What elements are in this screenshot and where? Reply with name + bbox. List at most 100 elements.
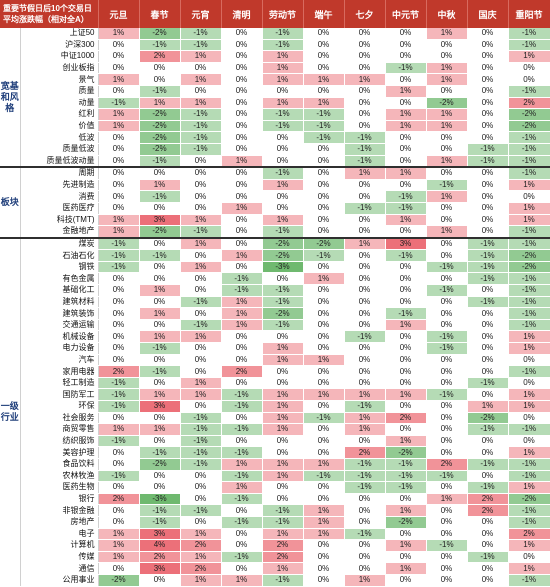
value-cell: 3% xyxy=(139,562,181,575)
value-cell: -2% xyxy=(467,412,509,425)
value-cell: 2% xyxy=(139,50,181,63)
value-cell: -2% xyxy=(139,131,181,144)
table-row: 通信 0% 3% 2% 0% 1% 0% 0% 1% 0% 0% 1% xyxy=(0,562,550,575)
value-cell: 1% xyxy=(426,120,468,133)
value-cell: 1% xyxy=(344,236,386,251)
value-cell: -1% xyxy=(426,539,468,552)
table-row: 有色金属 0% 0% 0% -1% 0% 1% 0% 0% 0% -1% -1% xyxy=(0,272,550,286)
value-cell: 0% xyxy=(426,412,468,425)
value-cell: -1% xyxy=(262,574,304,587)
value-cell: -1% xyxy=(385,62,427,75)
value-cell: 0% xyxy=(426,354,468,367)
value-cell: 0% xyxy=(221,435,263,448)
value-cell: 0% xyxy=(467,307,509,320)
value-cell: 0% xyxy=(303,365,345,378)
value-cell: 0% xyxy=(467,202,509,215)
value-cell: -1% xyxy=(98,435,140,448)
table-row: 非银金融 0% -1% -1% 0% -1% 1% 0% 1% 0% 2% -1% xyxy=(0,504,550,517)
value-cell: -1% xyxy=(221,446,263,459)
value-cell: 0% xyxy=(139,202,181,215)
value-cell: 1% xyxy=(508,388,550,401)
value-cell: -1% xyxy=(467,261,509,274)
value-cell: 1% xyxy=(98,528,140,541)
value-cell: 0% xyxy=(303,261,345,274)
value-cell: 0% xyxy=(180,470,222,483)
value-cell: 0% xyxy=(467,284,509,297)
table-row: 钢铁 -1% 0% 1% 0% -3% 0% 0% 0% -1% -1% -2% xyxy=(0,261,550,274)
value-cell: -2% xyxy=(508,261,550,274)
value-cell: -1% xyxy=(139,39,181,52)
value-cell: 0% xyxy=(385,330,427,344)
value-cell: 1% xyxy=(262,97,304,110)
value-cell: 0% xyxy=(180,354,222,367)
value-cell: 0% xyxy=(467,562,509,575)
value-cell: 0% xyxy=(98,131,140,144)
value-cell: 1% xyxy=(426,225,468,239)
value-cell: 1% xyxy=(180,377,222,390)
value-cell: 0% xyxy=(385,272,427,286)
value-cell: 1% xyxy=(385,120,427,133)
value-cell: 1% xyxy=(262,62,304,75)
value-cell: -1% xyxy=(303,120,345,133)
value-cell: 1% xyxy=(426,155,468,168)
table-row: 轻工制造 -1% 0% 1% 0% 0% 0% 0% 0% 0% -1% 0% xyxy=(0,377,550,390)
table-row: 中证1000 0% 2% 1% 0% 1% 0% 0% 0% 0% 0% 1% xyxy=(0,50,550,63)
value-cell: -1% xyxy=(180,458,222,471)
value-cell: 1% xyxy=(508,481,550,494)
value-cell: 1% xyxy=(180,330,222,344)
value-cell: 1% xyxy=(221,307,263,320)
value-cell: -1% xyxy=(385,202,427,215)
value-cell: 0% xyxy=(467,50,509,63)
value-cell: -1% xyxy=(303,131,345,144)
row-label: 动量 xyxy=(20,97,99,110)
value-cell: 1% xyxy=(303,97,345,110)
value-cell: 1% xyxy=(98,551,140,564)
value-cell: 0% xyxy=(303,284,345,297)
row-label: 中证1000 xyxy=(20,50,99,63)
value-cell: 0% xyxy=(385,284,427,297)
value-cell: 0% xyxy=(426,481,468,494)
value-cell: 1% xyxy=(221,574,263,587)
value-cell: 0% xyxy=(262,190,304,203)
row-label: 消费 xyxy=(20,190,99,203)
value-cell: 0% xyxy=(262,481,304,494)
value-cell: 3% xyxy=(385,236,427,251)
value-cell: 0% xyxy=(426,516,468,529)
value-cell: 0% xyxy=(467,39,509,52)
row-label: 家用电器 xyxy=(20,365,99,378)
value-cell: 0% xyxy=(467,120,509,133)
value-cell: -2% xyxy=(139,458,181,471)
value-cell: -2% xyxy=(139,28,181,40)
table-row: 社会服务 0% 0% -1% 0% 1% -1% 1% 2% 0% -2% 0% xyxy=(0,412,550,425)
value-cell: 0% xyxy=(221,143,263,156)
row-label: 通信 xyxy=(20,562,99,575)
value-cell: 0% xyxy=(262,143,304,156)
value-cell: 0% xyxy=(98,458,140,471)
value-cell: -1% xyxy=(139,190,181,203)
value-cell: 1% xyxy=(508,539,550,552)
value-cell: -1% xyxy=(344,481,386,494)
value-cell: 2% xyxy=(508,97,550,110)
value-cell: 1% xyxy=(180,388,222,401)
value-cell: 0% xyxy=(221,50,263,63)
value-cell: -1% xyxy=(180,108,222,121)
column-header: 元旦 xyxy=(98,0,140,28)
value-cell: 0% xyxy=(385,377,427,390)
value-cell: 0% xyxy=(344,62,386,75)
value-cell: 1% xyxy=(262,342,304,355)
value-cell: -1% xyxy=(139,155,181,168)
value-cell: 0% xyxy=(426,423,468,436)
value-cell: 0% xyxy=(180,249,222,262)
value-cell: 0% xyxy=(385,296,427,309)
value-cell: -3% xyxy=(139,493,181,506)
table-row: 基础化工 0% 1% 0% -1% -1% 0% 0% 0% -1% 0% -1% xyxy=(0,284,550,297)
value-cell: 1% xyxy=(221,202,263,215)
table-row: 石油石化 -1% -1% 0% 1% -2% -1% 0% -1% 0% -1% -2% xyxy=(0,249,550,262)
value-cell: -1% xyxy=(467,155,509,168)
value-cell: -1% xyxy=(344,330,386,344)
value-cell: 0% xyxy=(426,50,468,63)
value-cell: -1% xyxy=(508,166,550,180)
value-cell: 0% xyxy=(262,493,304,506)
row-label: 科技(TMT) xyxy=(20,214,99,227)
